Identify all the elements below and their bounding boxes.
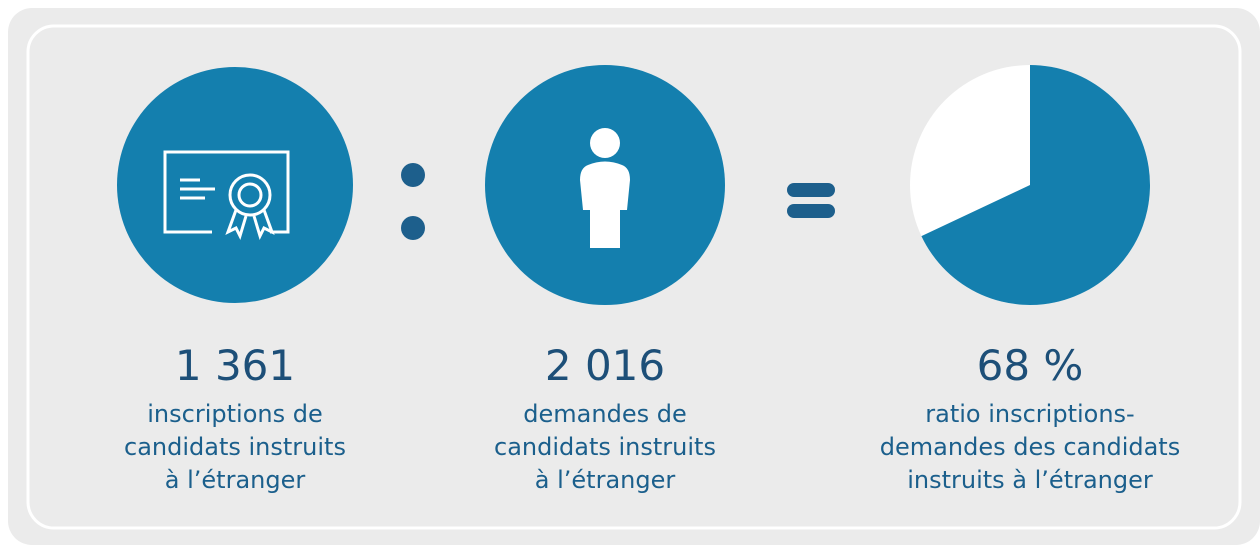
stat-label: ratio inscriptions-: [925, 400, 1134, 428]
stat-label: demandes des candidats: [880, 433, 1180, 461]
certificate-icon: [163, 150, 290, 241]
stat-label: candidats instruits: [124, 433, 346, 461]
colon-dot: [401, 216, 425, 240]
stat-label: à l’étranger: [165, 466, 306, 494]
icon-circle: [117, 67, 353, 303]
person-icon: [580, 128, 630, 248]
colon-dot: [401, 163, 425, 187]
equals-bar: [787, 204, 835, 218]
stat-label: demandes de: [523, 400, 686, 428]
stat-label: instruits à l’étranger: [907, 466, 1153, 494]
stat-value: 1 361: [175, 341, 295, 390]
panel: [26, 24, 1242, 530]
pie-slice: [921, 65, 1151, 306]
equals-bar: [787, 183, 835, 197]
stat-value: 68 %: [977, 341, 1084, 390]
stat-label: candidats instruits: [494, 433, 716, 461]
stat-value: 2 016: [545, 341, 665, 390]
stat-label: à l’étranger: [535, 466, 676, 494]
stat-label: inscriptions de: [147, 400, 322, 428]
